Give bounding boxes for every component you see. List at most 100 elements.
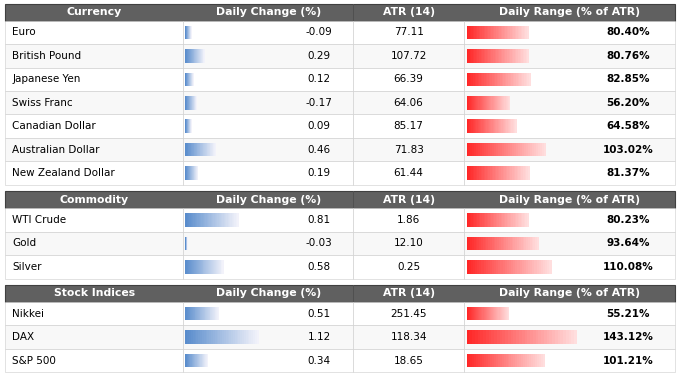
- Bar: [236, 213, 237, 227]
- Bar: [496, 307, 498, 320]
- Text: ATR (14): ATR (14): [383, 195, 435, 205]
- Text: 0.19: 0.19: [307, 168, 330, 178]
- Bar: [541, 330, 544, 344]
- Bar: [183, 44, 354, 68]
- Bar: [248, 330, 250, 344]
- Bar: [520, 49, 522, 63]
- Bar: [204, 307, 205, 320]
- Bar: [5, 232, 183, 255]
- Bar: [471, 166, 473, 180]
- Bar: [479, 213, 481, 227]
- Bar: [218, 213, 220, 227]
- Bar: [513, 166, 515, 180]
- Bar: [213, 307, 214, 320]
- Bar: [513, 237, 515, 250]
- Bar: [469, 143, 471, 156]
- Bar: [543, 260, 545, 274]
- Bar: [195, 49, 197, 63]
- Bar: [196, 260, 197, 274]
- Bar: [213, 330, 215, 344]
- Bar: [499, 96, 500, 109]
- Bar: [549, 330, 552, 344]
- Bar: [527, 354, 529, 367]
- Bar: [513, 73, 515, 86]
- Bar: [496, 96, 497, 109]
- Bar: [354, 68, 464, 91]
- Bar: [484, 73, 486, 86]
- Bar: [496, 354, 498, 367]
- Bar: [494, 73, 496, 86]
- Bar: [496, 120, 498, 133]
- Bar: [503, 166, 505, 180]
- Bar: [253, 330, 255, 344]
- Bar: [498, 96, 499, 109]
- Text: 80.23%: 80.23%: [607, 215, 650, 225]
- Bar: [200, 213, 202, 227]
- Bar: [498, 73, 500, 86]
- Bar: [483, 26, 486, 39]
- Bar: [192, 49, 193, 63]
- Bar: [537, 237, 539, 250]
- Text: 64.58%: 64.58%: [607, 121, 650, 131]
- Bar: [235, 330, 237, 344]
- Bar: [473, 143, 475, 156]
- Bar: [524, 166, 526, 180]
- Bar: [194, 143, 195, 156]
- Bar: [545, 260, 547, 274]
- Bar: [481, 96, 483, 109]
- Text: 1.12: 1.12: [307, 332, 331, 342]
- Bar: [536, 143, 539, 156]
- Bar: [189, 307, 190, 320]
- Bar: [183, 161, 354, 185]
- Bar: [500, 330, 503, 344]
- Bar: [354, 325, 464, 349]
- Bar: [477, 49, 479, 63]
- Text: 0.51: 0.51: [307, 309, 330, 318]
- Bar: [5, 161, 183, 185]
- Bar: [500, 260, 503, 274]
- Bar: [496, 26, 498, 39]
- Bar: [199, 330, 201, 344]
- Bar: [222, 330, 224, 344]
- Bar: [496, 237, 498, 250]
- Bar: [509, 166, 511, 180]
- Bar: [195, 354, 197, 367]
- Bar: [486, 260, 488, 274]
- Bar: [217, 307, 218, 320]
- Bar: [520, 260, 522, 274]
- Bar: [509, 26, 510, 39]
- Text: 93.64%: 93.64%: [607, 238, 650, 249]
- Bar: [473, 96, 475, 109]
- Bar: [189, 354, 190, 367]
- Bar: [233, 213, 235, 227]
- Bar: [508, 73, 510, 86]
- Bar: [354, 349, 464, 372]
- Text: 107.72: 107.72: [390, 51, 427, 61]
- Bar: [524, 330, 528, 344]
- Bar: [528, 166, 530, 180]
- Bar: [5, 302, 183, 325]
- Bar: [492, 330, 494, 344]
- Bar: [522, 237, 525, 250]
- Bar: [189, 143, 190, 156]
- Bar: [196, 49, 197, 63]
- Bar: [493, 120, 494, 133]
- Bar: [497, 73, 499, 86]
- Bar: [190, 143, 191, 156]
- Bar: [189, 49, 190, 63]
- Bar: [188, 307, 189, 320]
- Bar: [503, 143, 505, 156]
- Bar: [197, 49, 198, 63]
- Bar: [203, 213, 204, 227]
- Bar: [508, 143, 511, 156]
- Bar: [216, 260, 217, 274]
- Bar: [192, 260, 193, 274]
- Bar: [494, 96, 495, 109]
- Bar: [220, 213, 222, 227]
- Bar: [231, 213, 232, 227]
- Bar: [509, 49, 511, 63]
- Bar: [5, 349, 183, 372]
- Bar: [188, 49, 189, 63]
- Bar: [205, 307, 206, 320]
- Bar: [468, 26, 470, 39]
